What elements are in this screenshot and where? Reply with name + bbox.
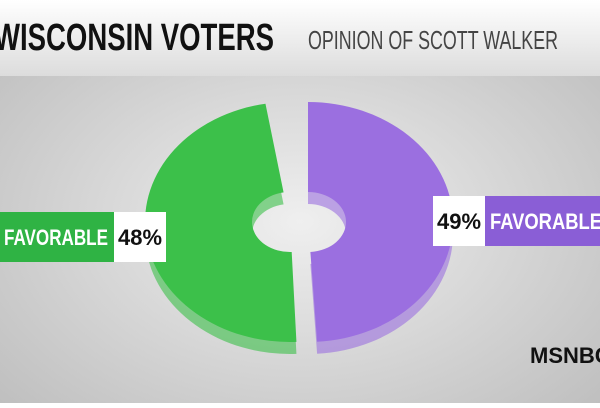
label-box [485, 196, 600, 246]
chart-title: WISCONSIN VOTERS [0, 17, 274, 59]
label-box [433, 196, 485, 246]
label-box [0, 212, 114, 262]
chart-subtitle: OPINION OF SCOTT WALKER [308, 25, 558, 55]
logo: MSNBC [530, 343, 600, 368]
value-label: 48% [118, 225, 162, 250]
slice [144, 103, 297, 342]
legend-label: FAVORABLE [4, 225, 108, 250]
legend-label: FAVORABLE [490, 209, 600, 234]
slice [308, 102, 454, 342]
donut [144, 102, 454, 354]
header-bar [0, 0, 600, 76]
label-box [114, 212, 166, 262]
value-label: 49% [437, 209, 481, 234]
